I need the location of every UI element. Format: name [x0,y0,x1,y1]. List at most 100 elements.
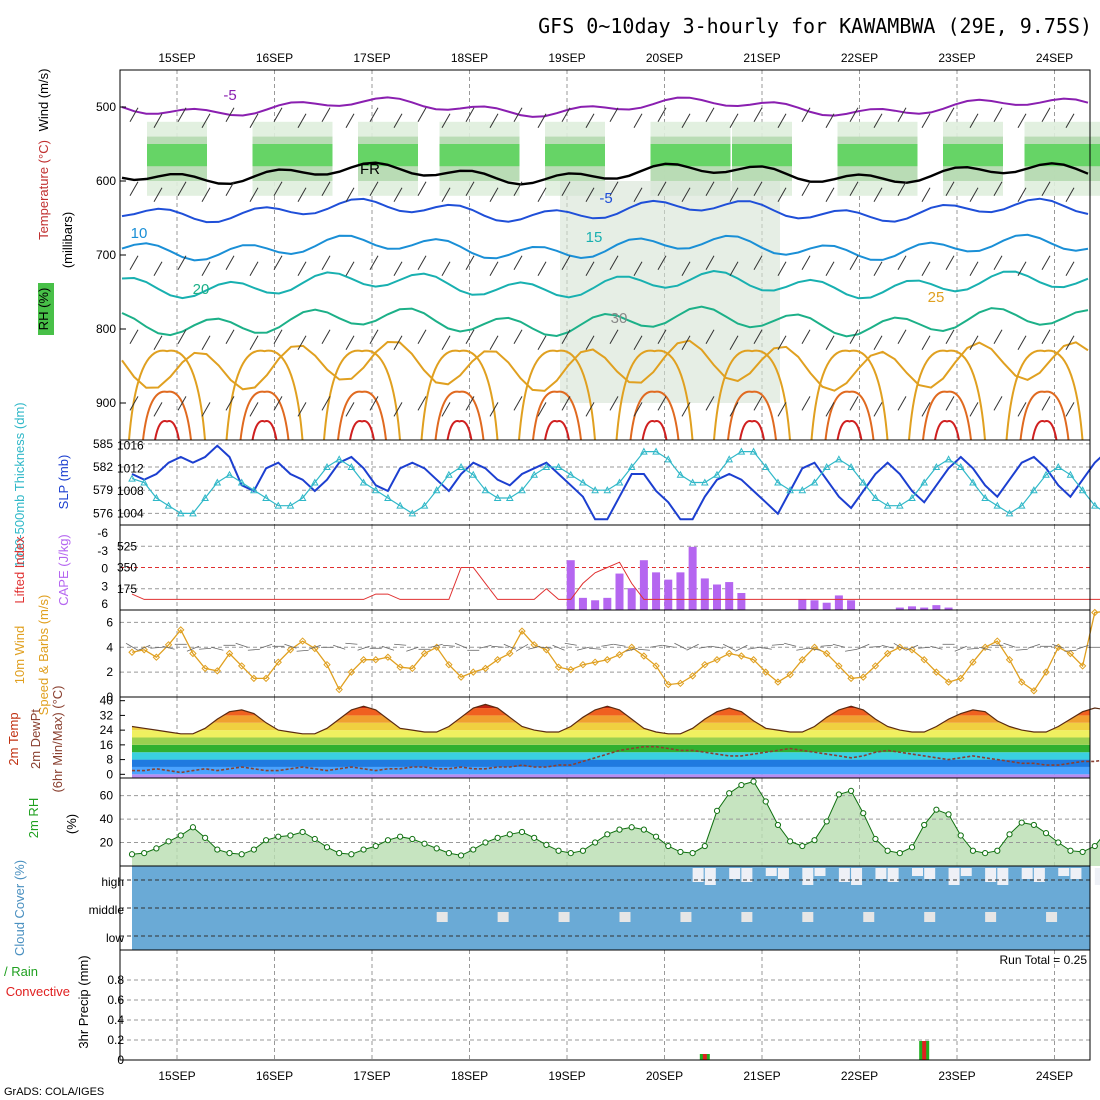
wind-barb [345,187,355,203]
data-point [348,851,355,858]
wind-barb [369,107,379,123]
data-point [701,660,709,669]
y-axis-label: 2m Temp [6,712,21,765]
wind-barb [820,644,833,647]
data-point [762,668,770,676]
wind-barb [201,187,211,203]
data-point [310,478,319,486]
data-point [1054,643,1062,651]
wind-barb [729,335,739,351]
rh-shading [439,144,520,167]
wind-barb [613,643,626,647]
cloud-cell [1070,868,1082,879]
wind-barb [465,255,475,271]
data-point [1042,830,1050,837]
data-point [372,842,379,850]
data-point [798,486,807,494]
data-point [323,844,331,851]
wind-barb [649,644,663,648]
y-tick-label-right: 525 [117,539,137,553]
wind-barb [465,181,475,197]
data-point [470,846,477,853]
wind-barb [394,643,407,646]
wind-barb [771,643,784,646]
wind-barb [1076,644,1089,650]
bottom-date-label: 16SEP [256,1069,293,1083]
cape-bar [615,573,624,610]
data-point [335,685,343,694]
bottom-date-label: 23SEP [938,1069,975,1083]
data-point [579,847,587,854]
isotherm-line [934,419,960,441]
cape-bar [798,599,807,610]
data-point [1079,848,1086,856]
data-point [956,463,965,471]
data-point [555,847,562,854]
data-point [420,649,429,658]
data-point [871,662,880,670]
data-point [506,831,513,838]
wind-barb [369,181,379,197]
wind-barb [308,644,321,650]
wind-barb [801,396,811,411]
data-point [725,455,734,463]
y-tick-label: 600 [96,174,116,188]
wind-barb [321,255,331,271]
data-point [774,678,782,686]
data-point [481,486,490,494]
temp-band [132,737,1090,745]
cape-bar [652,572,661,610]
wind-barb [406,646,419,652]
cloud-cell [863,912,875,922]
wind-barb [897,396,907,411]
y-tick-label: 6 [106,615,113,629]
isotherm-line [323,349,401,441]
wind-barb [873,187,883,203]
isotherm-line [544,419,570,441]
isotherm-line [121,339,1089,392]
y-tick-label: 0 [106,767,113,781]
wind-barb [430,643,443,648]
isotherm-line [1005,349,1084,441]
wind-barb [849,181,859,197]
isotherm-line [446,419,473,441]
cloud-cell [619,912,631,922]
data-point [567,665,575,674]
wind-barb [993,107,1003,123]
cloud-cell [814,868,826,876]
top-date-label: 17SEP [353,51,390,65]
data-point [1091,608,1099,617]
wind-barb [417,396,427,411]
cloud-cell [912,868,923,876]
contour-label: 25 [928,289,945,306]
wind-barb [297,261,307,277]
wind-barb [897,255,907,271]
cloud-cell [924,912,936,922]
wind-barb [153,402,163,417]
top-date-label: 18SEP [451,51,488,65]
isotherm-line [727,390,777,441]
data-point [859,673,867,681]
wind-barb [585,187,595,203]
wind-barb [129,329,139,345]
data-point [262,837,270,844]
y-tick-label-right: 1008 [117,484,144,498]
wind-barb [930,645,943,650]
data-point [469,470,478,478]
wind-barb [662,644,675,648]
wind-barb [1003,642,1016,648]
wind-barb [321,396,331,411]
data-point [677,848,684,856]
isotherm-line [128,349,206,441]
cloud-cell [838,868,850,882]
wind-barb [417,329,427,345]
wind-barb [225,107,235,123]
data-point [700,478,709,486]
data-point [615,478,624,486]
data-point [1030,486,1038,494]
data-point [761,463,770,471]
cape-bar [603,597,612,610]
wind-barb [686,643,699,651]
data-point [225,470,234,478]
wind-barb [249,335,259,351]
